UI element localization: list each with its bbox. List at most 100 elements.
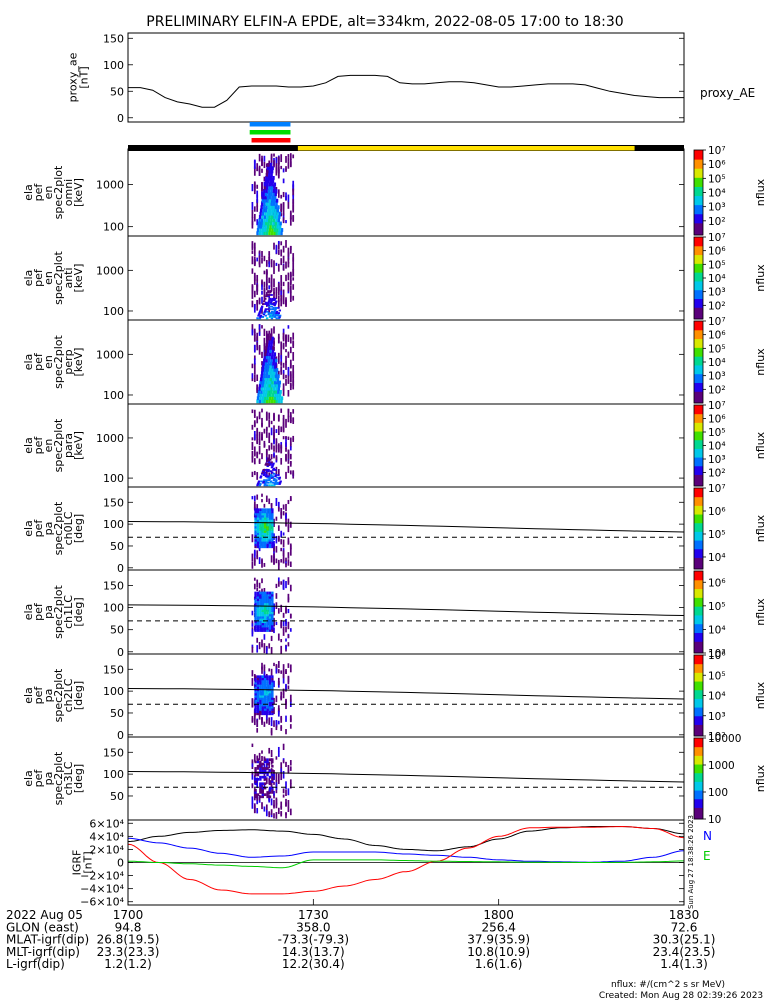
heatmap-cell bbox=[261, 703, 264, 707]
colorbar-cell bbox=[694, 316, 703, 320]
heatmap-cell bbox=[282, 178, 285, 184]
heatmap-cell bbox=[273, 278, 275, 288]
colorbar-cell bbox=[694, 778, 703, 782]
colorbar-cell bbox=[694, 603, 703, 607]
heatmap-cell bbox=[275, 593, 278, 599]
heatmap-cell bbox=[282, 532, 285, 536]
heatmap-cell bbox=[282, 504, 285, 510]
heatmap-cell bbox=[261, 279, 263, 285]
heatmap-cell bbox=[261, 695, 264, 698]
heatmap-cell bbox=[271, 336, 274, 341]
heatmap-cell bbox=[271, 228, 274, 232]
heatmap-cell bbox=[251, 629, 254, 637]
colorbar-cell bbox=[694, 733, 703, 737]
colorbar-cell bbox=[694, 490, 703, 495]
heatmap-cell bbox=[274, 221, 278, 226]
heatmap-cell bbox=[266, 615, 269, 619]
heatmap-cell bbox=[273, 430, 275, 437]
heatmap-cell bbox=[256, 483, 260, 485]
colorbar-cell bbox=[694, 678, 703, 682]
colorbar-cell bbox=[694, 248, 703, 253]
panels: proxy_AE050100150proxy_ae[nT]10⁷10⁶10⁵10… bbox=[22, 32, 767, 909]
panel-frame bbox=[127, 319, 685, 405]
heatmap-cell bbox=[261, 534, 264, 538]
heatmap-cell bbox=[251, 441, 254, 451]
heatmap-cell bbox=[275, 720, 278, 726]
heatmap-cell bbox=[264, 364, 267, 369]
colorbar-tick-label: 10⁴ bbox=[708, 357, 726, 369]
heatmap-cell bbox=[268, 517, 272, 520]
heatmap-cell bbox=[273, 484, 276, 487]
heatmap-cell bbox=[267, 295, 270, 298]
colorbar-cell bbox=[694, 629, 703, 633]
heatmap-cell bbox=[253, 355, 256, 360]
heatmap-cell bbox=[266, 701, 269, 705]
heatmap-cell bbox=[263, 591, 267, 595]
colorbar-cell bbox=[694, 307, 703, 311]
heatmap-cell bbox=[271, 303, 275, 305]
heatmap-cell bbox=[270, 172, 273, 177]
heatmap-cell bbox=[256, 778, 260, 781]
heatmap-cell bbox=[261, 396, 265, 401]
colorbar-cell bbox=[694, 370, 703, 375]
heatmap-cell bbox=[254, 620, 257, 624]
colorbar-cell bbox=[694, 488, 703, 492]
heatmap-cell bbox=[280, 811, 283, 816]
heatmap-cell bbox=[274, 195, 277, 200]
heatmap-cell bbox=[267, 333, 270, 338]
heatmap-cell bbox=[273, 813, 275, 819]
heatmap-cell bbox=[289, 453, 292, 460]
heatmap-cell bbox=[275, 444, 278, 453]
heatmap-cell bbox=[278, 481, 282, 484]
colorbar-cell bbox=[694, 772, 703, 777]
heatmap-cell bbox=[287, 262, 290, 268]
heatmap-cell bbox=[271, 166, 274, 171]
colorbar-cell bbox=[694, 730, 703, 734]
heatmap-cell bbox=[266, 760, 269, 764]
heatmap-cell bbox=[285, 440, 287, 447]
heatmap-cell bbox=[289, 158, 292, 168]
heatmap-cell bbox=[256, 637, 259, 643]
heatmap-cell bbox=[289, 443, 292, 448]
heatmap-cell bbox=[251, 561, 254, 569]
heatmap-cell bbox=[261, 399, 264, 404]
heatmap-cell bbox=[259, 681, 262, 685]
xaxis-row-label: MLAT-igrf(dip) bbox=[6, 933, 89, 947]
heatmap-cell bbox=[280, 511, 283, 519]
panel-ela_pef_pa_spec2plot_ch0LC: 10⁷10⁶10⁵10⁴nflux050100150elapefpaspec2p… bbox=[22, 483, 767, 575]
heatmap-cell bbox=[266, 528, 269, 531]
heatmap-cell bbox=[254, 512, 257, 516]
heatmap-cell bbox=[274, 361, 277, 366]
heatmap-cell bbox=[256, 508, 260, 512]
colorbar-cell bbox=[694, 171, 703, 175]
panel-frame bbox=[127, 653, 685, 738]
heatmap-cell bbox=[270, 300, 273, 303]
heatmap-cell bbox=[269, 308, 272, 311]
heatmap-cell bbox=[280, 399, 283, 404]
heatmap-cell bbox=[275, 317, 278, 320]
heatmap-cell bbox=[261, 192, 263, 197]
heatmap-cell bbox=[263, 615, 267, 619]
heatmap-cell bbox=[256, 257, 259, 262]
heatmap-cell bbox=[274, 303, 277, 305]
heatmap-cell bbox=[262, 377, 265, 382]
heatmap-cell bbox=[254, 545, 257, 549]
heatmap-cell bbox=[263, 312, 266, 315]
heatmap-cell bbox=[271, 538, 274, 542]
colorbar-cell bbox=[694, 551, 703, 556]
colorbar-cell bbox=[694, 542, 703, 547]
heatmap-cell bbox=[269, 470, 272, 473]
xaxis-row-value: 1830 bbox=[669, 908, 700, 922]
heatmap-cell bbox=[268, 514, 272, 518]
colorbar-cell bbox=[694, 428, 703, 432]
colorbar-cell bbox=[694, 695, 703, 699]
heatmap-cell bbox=[258, 324, 261, 330]
heatmap-cell bbox=[271, 364, 275, 369]
heatmap-cell bbox=[263, 161, 266, 169]
heatmap-cell bbox=[263, 231, 266, 236]
colorbar-cell bbox=[694, 168, 703, 172]
heatmap-cell bbox=[258, 251, 261, 260]
colorbar-cell bbox=[694, 201, 703, 206]
heatmap-cell bbox=[263, 686, 267, 689]
heatmap-cell bbox=[274, 208, 277, 213]
